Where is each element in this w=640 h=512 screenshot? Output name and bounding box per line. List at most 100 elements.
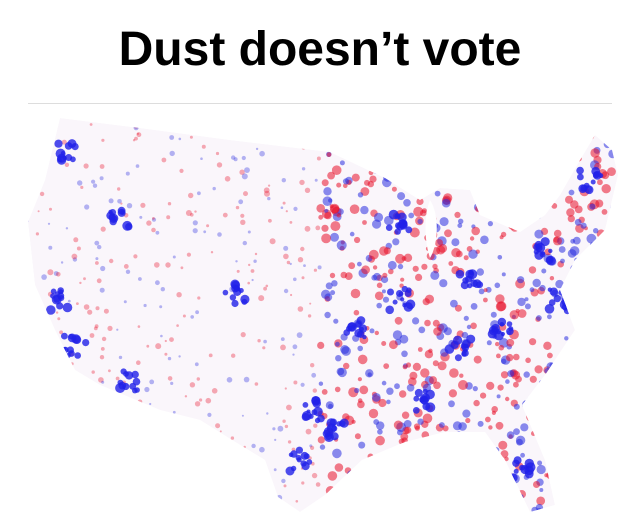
dot (357, 377, 362, 382)
dot (169, 337, 174, 342)
dot (569, 124, 575, 130)
dot (439, 217, 449, 227)
dot (273, 468, 277, 472)
dot (486, 340, 492, 346)
dot (533, 210, 543, 220)
dot (382, 296, 390, 303)
dot (444, 344, 455, 354)
dot (570, 368, 579, 377)
dot (336, 240, 347, 251)
dot (395, 500, 405, 509)
dot (409, 130, 419, 140)
dot (351, 148, 358, 155)
dot (609, 109, 618, 118)
dot (607, 167, 616, 177)
dot (324, 502, 332, 510)
dot (136, 360, 141, 366)
dot (99, 164, 105, 169)
dot (257, 339, 261, 343)
dot (414, 388, 423, 397)
dot (76, 246, 81, 251)
dot (454, 354, 462, 362)
dot (301, 145, 306, 150)
dot (247, 472, 253, 478)
dot (191, 500, 195, 503)
dot (393, 132, 403, 143)
dot (513, 166, 523, 176)
dot (326, 505, 336, 512)
dot (547, 314, 552, 320)
dot (544, 368, 550, 374)
dot (435, 501, 444, 511)
dot (357, 261, 362, 267)
dot (403, 199, 411, 207)
dot (46, 445, 49, 448)
dot (411, 140, 418, 147)
dot (557, 451, 565, 460)
dot (497, 475, 502, 480)
dot (87, 479, 94, 485)
dot (514, 502, 519, 507)
dot (56, 155, 67, 165)
dot (525, 184, 534, 192)
dot (188, 192, 194, 199)
dot (560, 404, 569, 413)
dot (300, 246, 305, 252)
dot (568, 189, 575, 196)
dot (176, 438, 181, 443)
dot (570, 433, 576, 440)
dot (492, 151, 497, 157)
dot (512, 152, 522, 161)
dot (176, 324, 179, 327)
dot (412, 450, 419, 457)
dot (178, 355, 181, 358)
dot (594, 361, 604, 370)
dot (517, 490, 526, 499)
dot (195, 310, 200, 315)
dot (569, 344, 578, 353)
dot (357, 354, 368, 365)
dot (394, 316, 403, 325)
dot (567, 380, 576, 388)
dot (573, 395, 582, 403)
dot (551, 167, 558, 174)
dot (500, 331, 505, 337)
dot (572, 472, 581, 480)
dot (316, 156, 321, 161)
dot (487, 124, 493, 130)
dot (241, 173, 248, 180)
dot (359, 463, 364, 468)
dot (317, 341, 325, 349)
dot (332, 448, 342, 459)
dot (44, 477, 47, 480)
dot (587, 256, 596, 265)
dot (448, 400, 455, 408)
dot (84, 204, 90, 210)
dot (251, 443, 256, 449)
dot (611, 300, 618, 307)
dot (55, 311, 59, 314)
dot (400, 118, 410, 122)
dot (505, 379, 510, 384)
dot (164, 352, 168, 356)
dot (312, 388, 317, 393)
dot (486, 194, 493, 201)
dot (167, 202, 172, 206)
dot (196, 377, 200, 381)
dot (466, 437, 474, 446)
dot (461, 344, 469, 352)
dot (407, 459, 416, 467)
dot (178, 502, 184, 508)
dot (509, 503, 518, 512)
dot (590, 128, 597, 135)
dot (475, 444, 484, 453)
dot (350, 288, 361, 299)
dot (515, 435, 526, 445)
dot (616, 414, 618, 420)
dot (327, 118, 334, 119)
dot (307, 314, 312, 318)
dot (304, 187, 311, 193)
dot (101, 380, 105, 384)
dot (608, 468, 615, 475)
dot (613, 124, 618, 133)
